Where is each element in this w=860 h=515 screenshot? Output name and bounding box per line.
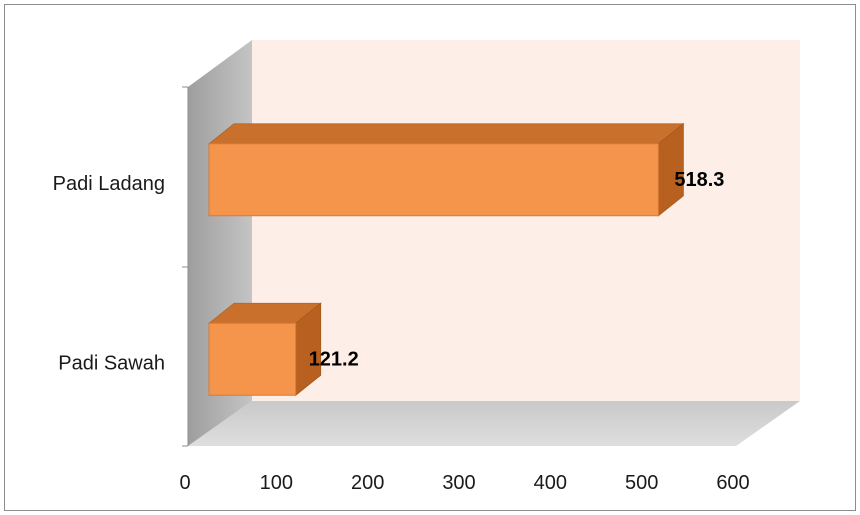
- bar-front-face: [208, 322, 297, 396]
- x-tick-label: 0: [179, 472, 190, 494]
- bars: [207, 122, 685, 397]
- x-tick-label: 300: [442, 472, 475, 494]
- category-labels: Padi Ladang Padi Sawah: [53, 173, 165, 375]
- back-wall: [252, 40, 800, 401]
- category-label: Padi Ladang: [53, 173, 165, 195]
- data-label: 121.2: [309, 348, 359, 370]
- floor: [188, 401, 800, 446]
- x-tick-label: 200: [351, 472, 384, 494]
- x-tick-label: 400: [534, 472, 567, 494]
- data-labels: 518.3 121.2: [309, 169, 725, 371]
- x-tick-label: 100: [260, 472, 293, 494]
- bar-top-face: [207, 123, 685, 145]
- bar-padi-sawah: [207, 302, 322, 397]
- category-label: Padi Sawah: [58, 352, 165, 374]
- data-label: 518.3: [674, 169, 724, 191]
- x-axis-tick-labels: 0 100 200 300 400 500 600: [179, 472, 749, 494]
- bar-padi-ladang: [207, 122, 685, 217]
- axis: [182, 86, 189, 447]
- x-tick-label: 500: [625, 472, 658, 494]
- x-tick-label: 600: [716, 472, 749, 494]
- bar-front-face: [208, 143, 659, 217]
